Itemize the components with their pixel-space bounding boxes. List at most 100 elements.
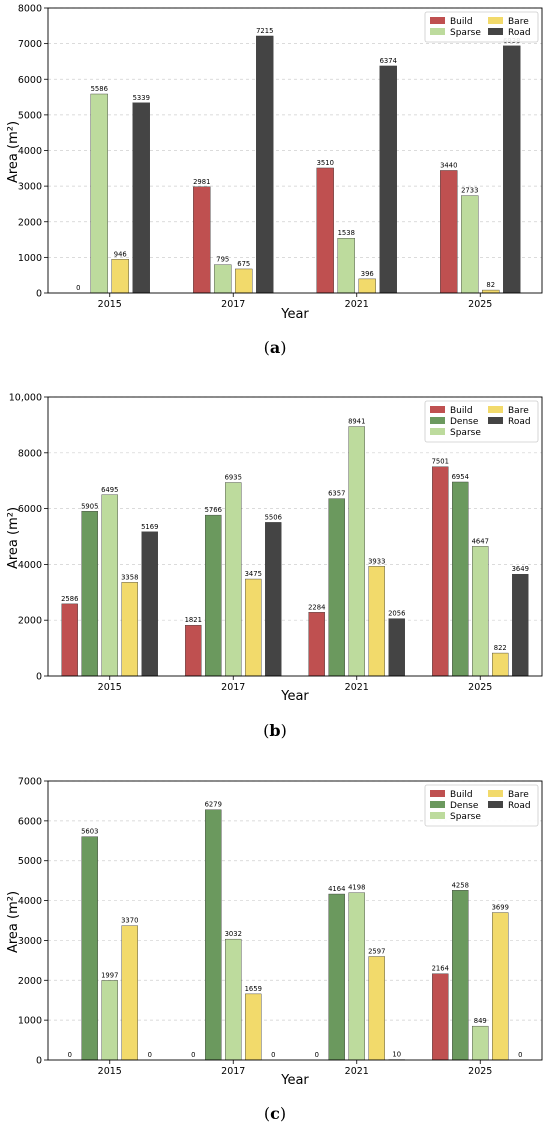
x-tick-label: 2017 xyxy=(221,299,245,310)
bar-build-2017 xyxy=(193,186,211,294)
bar-value-label: 849 xyxy=(474,1017,487,1025)
bar-sparse-2025 xyxy=(472,546,489,677)
legend-swatch-sparse xyxy=(430,812,445,819)
bar-value-label: 82 xyxy=(486,281,495,289)
bar-value-label: 7501 xyxy=(432,458,449,466)
y-tick-label: 1000 xyxy=(18,253,42,264)
x-tick-label: 2015 xyxy=(98,1066,122,1077)
y-tick-label: 7000 xyxy=(18,39,42,50)
bar-value-label: 3475 xyxy=(245,570,262,578)
plot-frame xyxy=(47,7,543,294)
x-axis-title: Year xyxy=(280,689,309,704)
legend-swatch-sparse xyxy=(430,428,445,435)
legend-swatch-road xyxy=(488,28,503,35)
bar-road-2025 xyxy=(503,45,521,294)
y-tick-label: 8000 xyxy=(18,4,42,15)
y-tick-label: 6000 xyxy=(18,816,42,827)
legend-swatch-bare xyxy=(488,17,503,24)
legend-swatch-build xyxy=(430,406,445,413)
bar-sparse-2021 xyxy=(337,238,355,294)
y-tick-label: 4000 xyxy=(18,560,42,571)
bar-value-label: 396 xyxy=(361,270,374,278)
bar-value-label: 2981 xyxy=(193,178,210,186)
bar-sparse-2025 xyxy=(472,1025,489,1061)
bar-bare-2025 xyxy=(492,652,509,677)
bar-value-label: 4647 xyxy=(472,537,489,545)
bar-value-label: 2733 xyxy=(461,187,478,195)
caption-b: (b) xyxy=(263,721,287,740)
x-axis-title: Year xyxy=(280,307,309,322)
x-tick-label: 2021 xyxy=(345,299,369,310)
bar-value-label: 5506 xyxy=(265,513,282,521)
bar-value-label: 4164 xyxy=(328,885,345,893)
y-tick-label: 5000 xyxy=(18,856,42,867)
y-tick-label: 0 xyxy=(36,1056,42,1067)
plot-frame xyxy=(47,396,543,677)
bar-value-label: 2056 xyxy=(388,610,405,618)
legend-label-road: Road xyxy=(508,417,531,427)
y-tick-label: 7000 xyxy=(18,777,42,788)
bar-value-label: 3699 xyxy=(492,904,509,912)
bar-value-label: 3440 xyxy=(440,161,457,169)
bar-bare-2015 xyxy=(121,925,138,1061)
y-axis-title: Area (m²) xyxy=(6,121,21,183)
bar-bare-2025 xyxy=(492,912,509,1061)
caption-letter-a: a xyxy=(269,338,281,357)
bar-road-2017 xyxy=(265,522,282,677)
bar-value-label: 2597 xyxy=(368,947,385,955)
y-tick-label: 2000 xyxy=(18,976,42,987)
bar-value-label: 6954 xyxy=(452,473,469,481)
bar-value-label: 4198 xyxy=(348,884,365,892)
bar-bare-2021 xyxy=(358,278,376,294)
bar-value-label: 3032 xyxy=(225,930,242,938)
bar-bare-2021 xyxy=(368,956,385,1061)
y-tick-label: 10,000 xyxy=(9,393,42,404)
bar-bare-2017 xyxy=(245,578,262,677)
bar-value-label: 3370 xyxy=(121,917,138,925)
y-tick-label: 6000 xyxy=(18,75,42,86)
bar-value-label: 6374 xyxy=(380,57,397,65)
legend-label-bare: Bare xyxy=(508,790,529,800)
x-tick-label: 2015 xyxy=(98,682,122,693)
bar-chart-c: 0100020003000400050006000700005603199733… xyxy=(6,777,543,1088)
legend-box xyxy=(424,400,539,443)
bar-value-label: 0 xyxy=(191,1051,195,1059)
bar-value-label: 4258 xyxy=(452,881,469,889)
bar-sparse-2021 xyxy=(348,892,365,1061)
legend-label-sparse: Sparse xyxy=(450,812,481,822)
bar-value-label: 7215 xyxy=(256,27,273,35)
y-axis-title: Area (m²) xyxy=(6,507,21,569)
legend-swatch-road xyxy=(488,801,503,808)
bar-value-label: 2586 xyxy=(61,595,78,603)
legend-swatch-bare xyxy=(488,406,503,413)
bar-dense-2021 xyxy=(328,498,345,677)
caption-letter-c: c xyxy=(270,1104,280,1123)
y-tick-label: 5000 xyxy=(18,110,42,121)
bar-build-2021 xyxy=(308,612,325,677)
y-tick-label: 3000 xyxy=(18,182,42,193)
bar-dense-2017 xyxy=(205,809,222,1061)
bar-value-label: 1538 xyxy=(338,229,355,237)
bar-value-label: 0 xyxy=(68,1051,72,1059)
y-axis-title: Area (m²) xyxy=(6,891,21,953)
caption-c: (c) xyxy=(263,1104,287,1123)
bar-value-label: 6279 xyxy=(205,801,222,809)
legend-swatch-dense xyxy=(430,417,445,424)
bar-value-label: 3358 xyxy=(121,573,138,581)
bar-value-label: 3649 xyxy=(512,565,529,573)
bar-sparse-2017 xyxy=(225,482,242,677)
y-tick-label: 4000 xyxy=(18,146,42,157)
plot-frame xyxy=(47,780,543,1061)
bar-value-label: 0 xyxy=(76,284,80,292)
bar-road-2025 xyxy=(512,573,529,677)
y-tick-label: 3000 xyxy=(18,936,42,947)
bar-bare-2017 xyxy=(235,268,253,294)
bar-dense-2017 xyxy=(205,514,222,677)
bar-value-label: 3933 xyxy=(368,557,385,565)
bar-value-label: 0 xyxy=(271,1051,275,1059)
bar-road-2021 xyxy=(388,618,405,677)
bar-build-2025 xyxy=(432,466,449,677)
bar-sparse-2015 xyxy=(101,494,118,677)
bar-bare-2017 xyxy=(245,993,262,1061)
